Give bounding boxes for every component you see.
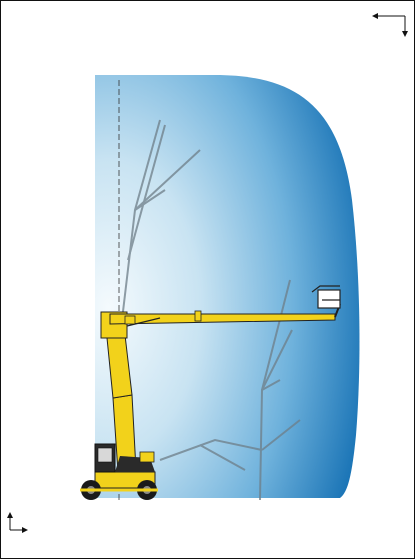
unit-ft xyxy=(372,13,408,37)
ghost-boom-positions xyxy=(121,119,301,501)
working-envelope xyxy=(95,75,360,498)
unit-m xyxy=(7,512,28,533)
machine-chassis xyxy=(80,443,158,500)
active-basket xyxy=(311,285,341,309)
active-boom xyxy=(100,303,341,473)
